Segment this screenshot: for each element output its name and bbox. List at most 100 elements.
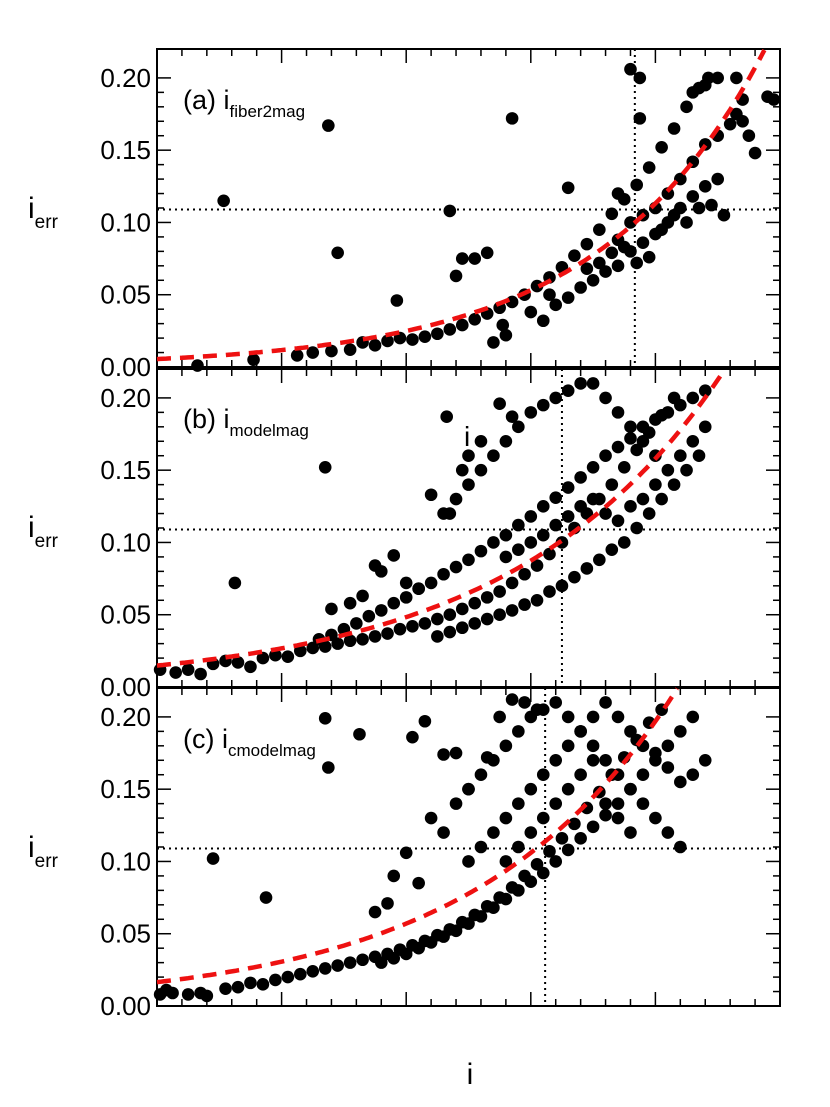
data-point	[512, 797, 525, 810]
data-point	[524, 536, 538, 549]
data-point	[649, 413, 662, 426]
data-point	[686, 190, 700, 203]
ytick-label: 0.20	[100, 63, 151, 93]
data-point	[680, 463, 693, 477]
data-point	[443, 608, 457, 622]
data-point	[505, 410, 519, 424]
data-point	[387, 596, 401, 610]
data-point	[387, 952, 401, 965]
data-point	[661, 761, 675, 774]
data-point	[256, 651, 270, 665]
data-point	[293, 644, 307, 658]
data-point	[661, 463, 675, 477]
data-point	[730, 71, 743, 85]
data-point	[549, 797, 563, 810]
data-point	[549, 753, 563, 767]
data-point	[462, 782, 475, 796]
data-point	[705, 198, 718, 212]
data-point	[717, 208, 731, 222]
data-point	[624, 216, 637, 229]
data-point	[493, 608, 506, 622]
data-point	[474, 840, 488, 854]
data-point	[443, 204, 457, 218]
data-point	[468, 596, 482, 610]
data-point	[543, 547, 556, 561]
data-point	[574, 281, 587, 294]
data-point	[655, 140, 668, 154]
data-point	[200, 989, 214, 1003]
data-point	[711, 71, 724, 85]
data-point	[512, 543, 525, 556]
data-point	[443, 323, 457, 336]
data-point	[505, 693, 519, 706]
data-point	[474, 768, 488, 782]
data-point	[437, 930, 450, 943]
ylabel-b: ierr	[28, 511, 59, 552]
ytick-label: 0.00	[100, 991, 151, 1021]
data-point	[281, 970, 295, 984]
data-point	[698, 180, 712, 193]
panel-a: 0.00 0.05 0.10 0.15 0.20	[100, 48, 781, 382]
data-point	[247, 353, 260, 367]
data-point	[593, 223, 606, 236]
data-point	[493, 585, 506, 598]
ytick-label: 0.00	[100, 352, 151, 382]
data-point	[543, 845, 556, 858]
panel-b-label: (b) imodelmag	[183, 404, 309, 440]
data-point	[487, 901, 500, 915]
ylabel-a: ierr	[28, 192, 59, 233]
ytick-label: 0.00	[100, 672, 151, 702]
data-point	[686, 710, 700, 724]
data-point	[698, 753, 712, 767]
data-point	[181, 988, 195, 1001]
data-point	[399, 947, 413, 961]
data-point	[649, 478, 662, 491]
data-point	[692, 449, 706, 463]
data-point	[325, 602, 338, 616]
data-point	[611, 187, 625, 200]
data-point	[480, 612, 494, 626]
ytick-label: 0.05	[100, 600, 151, 630]
data-point	[636, 797, 650, 810]
data-point	[633, 112, 647, 125]
data-point	[599, 753, 612, 767]
data-point	[505, 604, 519, 617]
data-point	[617, 240, 631, 254]
data-point	[474, 434, 488, 448]
data-point	[524, 305, 538, 319]
data-point	[518, 598, 531, 611]
data-point	[424, 811, 438, 825]
data-point	[356, 589, 369, 603]
data-point	[293, 967, 307, 981]
data-point	[561, 710, 575, 724]
data-point	[692, 201, 706, 215]
data-point	[331, 959, 344, 972]
data-point	[306, 346, 320, 359]
data-point	[437, 748, 450, 761]
data-point	[624, 432, 637, 445]
data-point	[499, 739, 513, 753]
data-point	[561, 384, 575, 397]
data-point	[636, 434, 650, 448]
data-point	[617, 460, 631, 474]
data-point	[487, 826, 500, 839]
data-point	[574, 768, 587, 782]
data-point	[524, 782, 538, 796]
data-point	[630, 443, 644, 457]
data-point	[698, 384, 712, 397]
data-point	[624, 500, 637, 513]
data-point	[593, 553, 606, 567]
data-point	[499, 892, 513, 906]
data-point	[356, 633, 369, 646]
data-point	[674, 449, 687, 463]
data-point	[356, 953, 369, 967]
data-point	[524, 875, 538, 888]
data-point	[424, 936, 438, 949]
ytick-label: 0.05	[100, 280, 151, 310]
data-point	[431, 612, 444, 626]
data-point	[674, 725, 687, 738]
data-point	[536, 500, 550, 513]
data-point	[599, 696, 612, 709]
data-point	[642, 161, 656, 174]
data-point	[418, 617, 432, 630]
